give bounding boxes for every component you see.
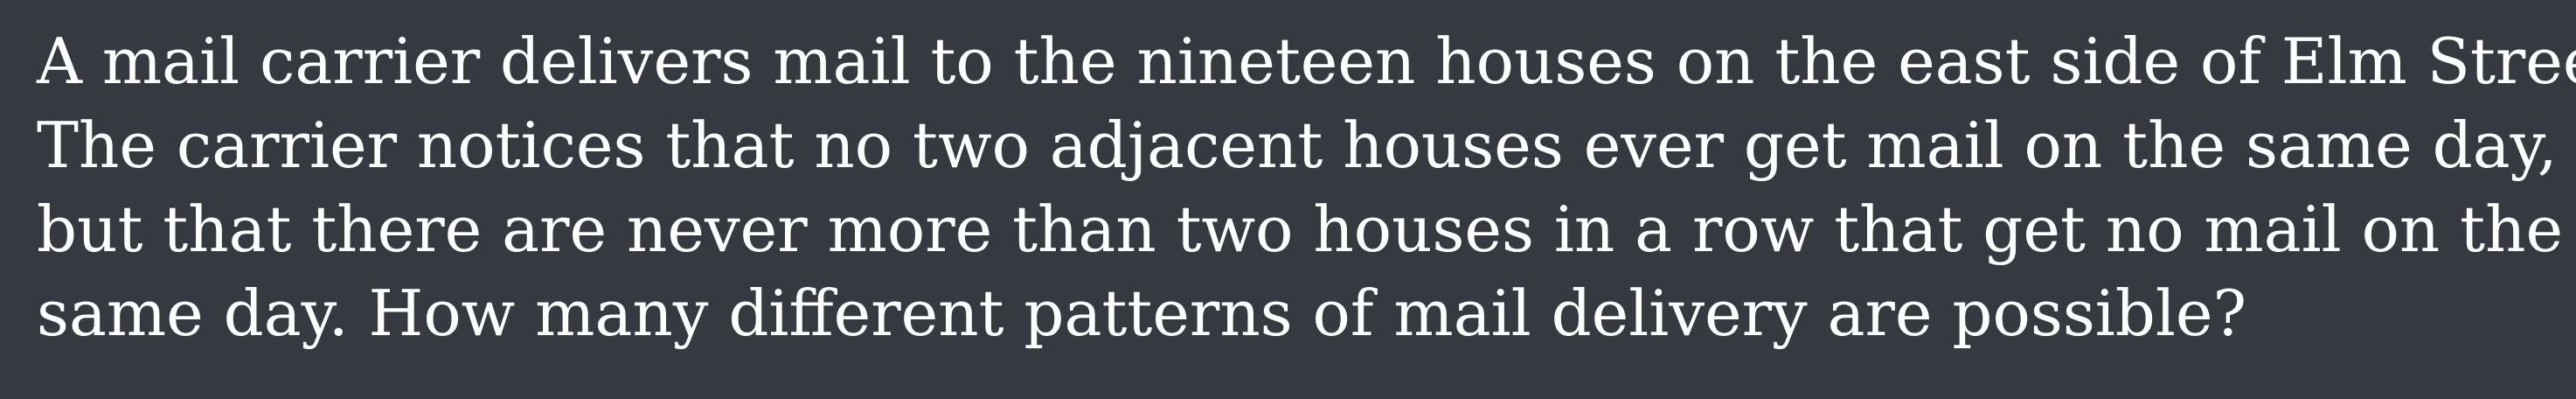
problem-line-3: but that there are never more than two h… [37,192,2564,266]
problem-line-1: A mail carrier delivers mail to the nine… [37,24,2576,98]
problem-line-4: same day. How many different patterns of… [37,276,2247,350]
problem-line-2: The carrier notices that no two adjacent… [37,108,2558,182]
problem-statement: A mail carrier delivers mail to the nine… [37,19,2576,355]
